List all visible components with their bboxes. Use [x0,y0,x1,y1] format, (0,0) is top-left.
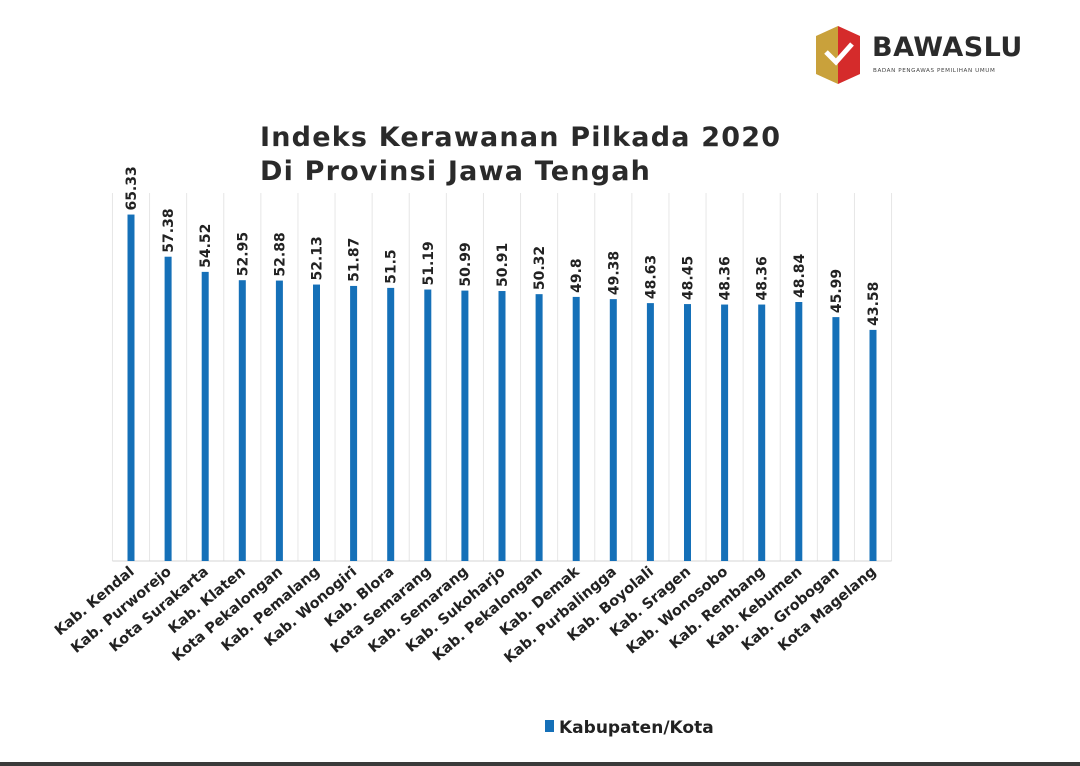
legend-swatch [545,720,554,732]
logo-name: BAWASLU [872,32,1023,63]
bar [758,304,766,561]
value-label: 48.63 [643,255,659,299]
value-label: 57.38 [161,208,177,252]
bar [350,285,358,561]
bar [275,280,283,561]
bawaslu-logo: BAWASLU BADAN PENGAWAS PEMILIHAN UMUM [812,22,1042,92]
value-label: 48.45 [681,256,697,300]
bar [127,214,135,561]
value-label: 45.99 [829,269,845,313]
bar [461,290,469,561]
value-label: 50.32 [532,246,548,290]
bar [832,317,840,561]
value-labels: 65.33 57.38 54.52 52.95 52.88 52.13 51.87 51.5 5… [124,166,882,326]
logo-subtitle: BADAN PENGAWAS PEMILIHAN UMUM [873,68,996,74]
chart-title: Indeks Kerawanan Pilkada 2020 [260,122,781,153]
value-label: 52.13 [310,236,326,280]
bar [535,294,543,561]
legend-label: Kabupaten/Kota [559,718,714,738]
bar [795,302,803,561]
bar [721,304,729,561]
bar [201,271,209,561]
bar [869,329,877,561]
value-label: 52.88 [272,232,288,276]
bars [127,214,877,561]
value-label: 51.19 [421,241,437,285]
value-label: 50.91 [495,243,511,287]
bar [498,291,506,561]
bar [164,256,172,561]
bar [424,289,432,561]
value-label: 43.58 [866,282,882,326]
bar [572,296,580,561]
bottom-border [0,762,1080,766]
value-label: 51.5 [384,249,400,284]
value-label: 54.52 [198,224,214,268]
value-label: 50.99 [458,242,474,286]
bar [313,284,320,561]
value-label: 49.38 [606,251,622,295]
bar [646,303,654,561]
value-label: 48.84 [792,253,808,298]
value-label: 52.95 [235,232,251,276]
value-label: 65.33 [124,166,140,210]
bar [387,287,395,561]
bawaslu-emblem-icon [816,26,860,84]
value-label: 49.8 [569,258,585,293]
value-label: 51.87 [347,238,363,282]
legend: Kabupaten/Kota [545,718,714,738]
value-label: 48.36 [718,256,734,300]
bar [684,304,691,561]
bar [238,280,246,561]
value-label: 48.36 [755,256,771,300]
chart-subtitle: Di Provinsi Jawa Tengah [260,156,651,187]
bar [609,299,617,561]
